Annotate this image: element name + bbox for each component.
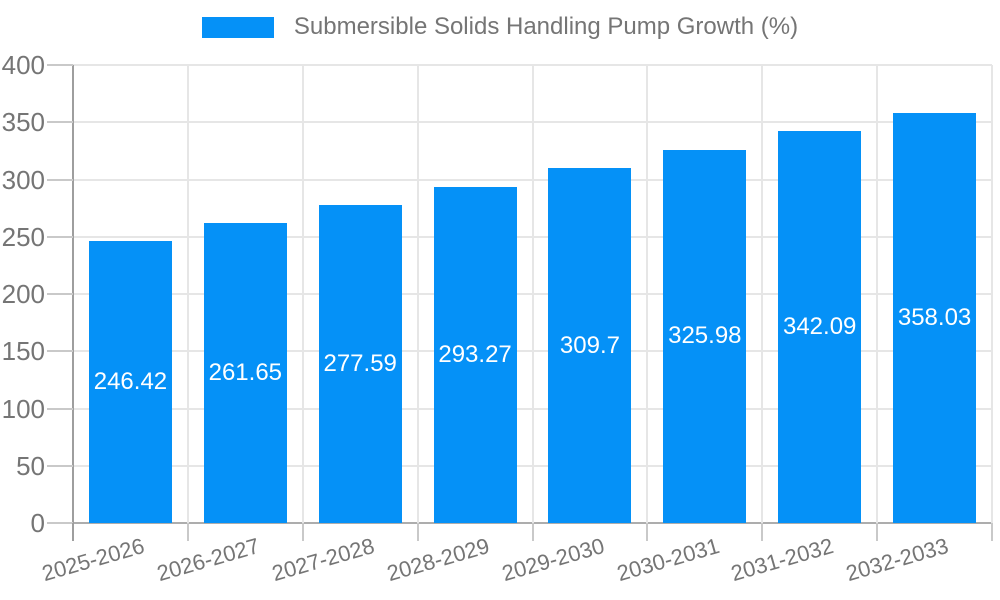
bar-2032-2033: 358.03 [893,113,977,523]
bar-value-label: 342.09 [782,313,857,341]
x-axis-label: 2029-2030 [498,533,607,587]
bar-value-label: 261.65 [208,359,283,387]
legend-swatch [201,16,274,38]
y-axis-tick-label: 300 [1,164,45,195]
gridline-x [301,65,304,523]
y-axis-tick-label: 200 [1,279,45,309]
gridline-x [876,65,879,523]
x-axis-label: 2032-2033 [843,533,952,587]
y-axis-tick [47,121,73,124]
x-axis-label: 2028-2029 [383,533,492,587]
bar-2027-2028: 277.59 [318,205,402,523]
y-axis-tick [47,178,73,181]
gridline-x [416,65,419,523]
gridline-x [991,65,993,523]
gridline-x [186,65,189,523]
bar-value-label: 358.03 [897,304,972,332]
bar-2028-2029: 293.27 [433,187,517,523]
x-axis-tick [646,523,649,541]
y-axis-tick [47,464,73,467]
y-axis-tick [47,407,73,410]
bar-value-label: 325.98 [668,322,742,350]
x-axis-tick [186,523,189,541]
bar-value-label: 277.59 [323,350,397,378]
y-axis-tick [47,522,73,524]
y-axis-tick [47,64,73,66]
y-axis-tick-label: 100 [1,393,45,424]
gridline-x [761,65,764,523]
bar-2025-2026: 246.42 [88,240,172,523]
bar-2026-2027: 261.65 [203,223,287,523]
y-axis-tick [47,293,73,295]
y-axis-line [72,65,74,523]
bar-2029-2030: 309.7 [548,168,632,523]
x-axis-tick [761,523,764,541]
x-axis-label: 2026-2027 [154,533,263,587]
x-axis-tick [876,523,879,541]
bar-2030-2031: 325.98 [663,149,747,523]
legend-label: Submersible Solids Handling Pump Growth … [293,13,799,40]
y-axis-tick-label: 150 [1,336,45,367]
y-axis-tick-label: 50 [16,450,45,481]
plot-area: 246.42 261.65 277.59 293.27 309.7 325.98 342.0… [72,64,993,524]
bar-2031-2032: 342.09 [778,131,862,523]
gridline-x [531,65,534,523]
x-axis-tick [416,523,419,541]
x-axis-label: 2030-2031 [613,533,722,587]
x-axis-label: 2027-2028 [269,533,378,587]
x-axis-tick [531,523,534,541]
y-axis-tick-label: 0 [30,508,45,538]
bar-value-label: 309.7 [559,331,620,359]
x-axis-tick [301,523,304,541]
y-axis-tick-label: 400 [1,50,45,80]
y-axis-tick [47,350,73,353]
bar-value-label: 293.27 [438,341,512,369]
y-axis-tick [47,235,73,238]
y-axis-tick-label: 350 [1,107,45,138]
gridline-x [646,65,649,523]
y-axis-tick-label: 250 [1,221,45,252]
x-axis-tick [991,523,993,541]
bar-value-label: 246.42 [93,367,168,395]
chart-legend: Submersible Solids Handling Pump Growth … [0,13,1000,41]
x-axis-tick [72,523,74,541]
x-axis-label: 2031-2032 [728,533,837,587]
x-axis-label: 2025-2026 [39,533,148,587]
